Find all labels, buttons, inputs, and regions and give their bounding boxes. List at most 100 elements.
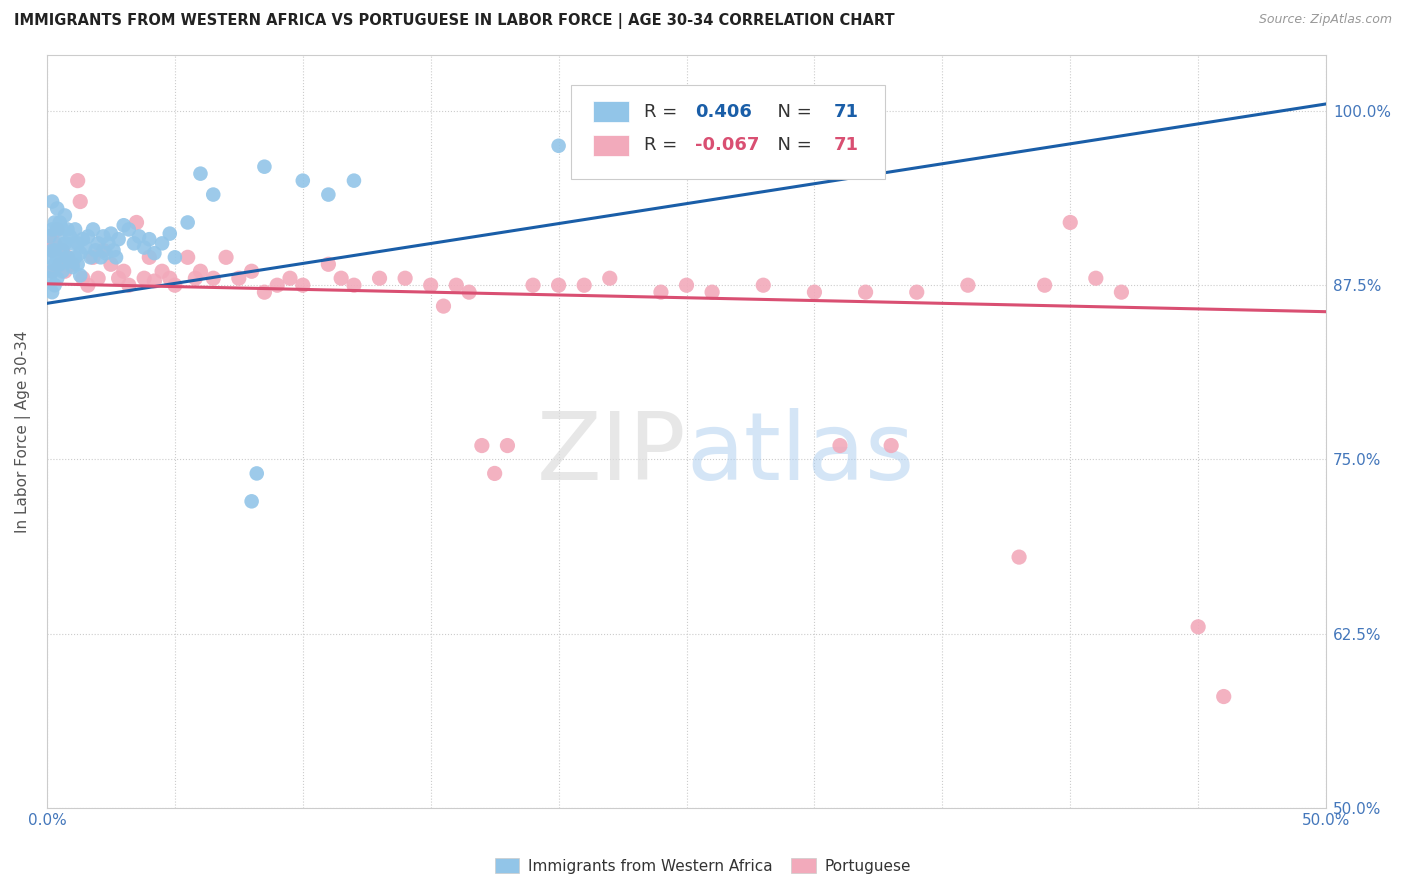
Point <box>51 264 73 278</box>
Point <box>53 236 76 251</box>
Point <box>159 271 181 285</box>
Point <box>87 271 110 285</box>
Point <box>56 250 79 264</box>
Point <box>49 236 72 251</box>
Point <box>51 244 73 258</box>
Point <box>41 264 63 278</box>
Point <box>41 244 63 258</box>
FancyBboxPatch shape <box>571 86 884 179</box>
Legend: Immigrants from Western Africa, Portuguese: Immigrants from Western Africa, Portugue… <box>488 852 918 880</box>
Point <box>97 236 120 251</box>
Point <box>46 222 69 236</box>
Point <box>547 278 569 293</box>
Point <box>202 271 225 285</box>
Point <box>143 246 166 260</box>
Point <box>66 257 89 271</box>
Point <box>253 160 276 174</box>
Point <box>38 271 60 285</box>
Y-axis label: In Labor Force | Age 30-34: In Labor Force | Age 30-34 <box>15 330 31 533</box>
Text: R =: R = <box>644 103 683 120</box>
Point <box>202 187 225 202</box>
Point <box>547 138 569 153</box>
Point <box>176 215 198 229</box>
FancyBboxPatch shape <box>593 101 628 122</box>
Point <box>77 229 100 244</box>
Point <box>240 494 263 508</box>
Point <box>91 229 114 244</box>
Point <box>107 271 129 285</box>
Point <box>125 215 148 229</box>
Point <box>77 278 100 293</box>
Point <box>107 232 129 246</box>
Text: 0.406: 0.406 <box>696 103 752 120</box>
Point <box>278 271 301 285</box>
Point <box>118 278 141 293</box>
Text: ZIP: ZIP <box>537 409 686 500</box>
Point <box>69 268 91 283</box>
Point <box>128 229 150 244</box>
Point <box>855 285 877 300</box>
Point <box>122 236 145 251</box>
Point <box>599 271 621 285</box>
Point <box>650 285 672 300</box>
Point <box>143 274 166 288</box>
Point <box>246 467 269 481</box>
Point <box>266 278 288 293</box>
Point <box>100 227 122 241</box>
Point <box>330 271 353 285</box>
Point <box>59 229 82 244</box>
Point <box>675 278 697 293</box>
Text: R =: R = <box>644 136 683 154</box>
Point <box>291 173 314 187</box>
Point <box>38 229 60 244</box>
Point <box>803 285 825 300</box>
Point <box>56 250 79 264</box>
Point <box>44 244 66 258</box>
Point <box>343 278 366 293</box>
Point <box>150 236 173 251</box>
Point <box>56 222 79 236</box>
Point <box>84 244 107 258</box>
Point <box>905 285 928 300</box>
Point <box>49 257 72 271</box>
Point <box>72 232 94 246</box>
Point <box>91 244 114 258</box>
Point <box>484 467 506 481</box>
Point <box>118 222 141 236</box>
Point <box>69 194 91 209</box>
Point <box>87 236 110 251</box>
Point <box>228 271 250 285</box>
Point <box>572 278 595 293</box>
Point <box>63 250 86 264</box>
Text: 71: 71 <box>834 103 859 120</box>
Point <box>176 250 198 264</box>
Point <box>66 236 89 251</box>
Point <box>458 285 481 300</box>
Point <box>752 278 775 293</box>
Point <box>1084 271 1107 285</box>
Point <box>1059 215 1081 229</box>
Point <box>62 260 84 274</box>
Point <box>394 271 416 285</box>
Text: atlas: atlas <box>686 409 915 500</box>
Point <box>1111 285 1133 300</box>
Point <box>72 271 94 285</box>
Point <box>1033 278 1056 293</box>
Point <box>94 246 117 260</box>
Point <box>700 285 723 300</box>
Point <box>49 257 72 271</box>
Point <box>138 250 160 264</box>
Point <box>240 264 263 278</box>
Point <box>44 236 66 251</box>
Point <box>134 241 156 255</box>
Point <box>138 232 160 246</box>
Point <box>49 215 72 229</box>
Point <box>432 299 454 313</box>
Point <box>90 250 112 264</box>
Point <box>62 236 84 251</box>
Point <box>318 257 340 271</box>
Text: N =: N = <box>766 103 817 120</box>
Point <box>59 254 82 268</box>
Point <box>112 219 135 233</box>
Point <box>253 285 276 300</box>
